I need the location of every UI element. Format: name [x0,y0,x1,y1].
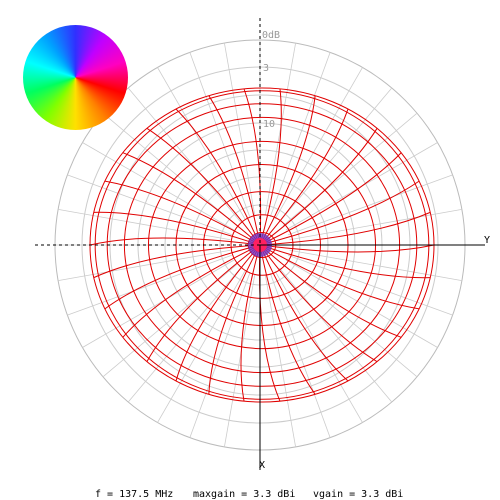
pattern-meridian [259,244,378,363]
pattern-meridian [259,244,420,310]
pattern-meridian [259,180,420,246]
radial-line [58,249,231,281]
pattern-meridian [89,237,261,246]
pattern-meridian [146,127,261,246]
footer-maxgain: maxgain = 3.3 dBi [193,489,295,500]
pattern-meridian [259,152,402,246]
radial-line [274,270,363,423]
radial-line [224,274,256,447]
pattern-meridian [259,88,282,246]
radial-line [289,249,462,281]
radial-line [82,259,235,348]
ring-label: 3 [263,63,269,74]
pattern-meridian [122,244,261,338]
pattern-meridian [146,244,261,362]
radial-line [289,209,462,241]
pattern-meridian [259,211,431,246]
ring-label: 0dB [262,30,280,41]
radial-line [269,52,331,217]
radial-line [288,254,453,316]
radial-line [67,174,232,236]
pattern-meridian [208,244,261,395]
pattern-meridian [175,108,261,246]
axis-label: Y [484,235,490,246]
radial-line [189,273,251,438]
pattern-meridian [240,244,261,402]
pattern-meridian [259,128,378,246]
radial-line [224,43,256,216]
pattern-meridian [104,180,261,246]
pattern-meridian [259,244,349,382]
pattern-meridian [259,244,402,338]
radial-line [288,174,453,236]
pattern-meridian [175,244,261,382]
ring-label: 10 [263,119,275,130]
pattern-meridian [243,88,262,246]
radial-line [157,67,246,220]
radial-line [282,263,418,378]
footer-vgain: vgain = 3.3 dBi [313,489,403,500]
radial-line [274,67,363,220]
axis-label: X [259,460,265,471]
pattern-meridian [104,244,261,310]
pattern-meridian [122,152,261,246]
radial-line [127,267,242,403]
pattern-meridian [259,244,431,279]
pattern-meridian [259,244,435,253]
radial-line [269,273,331,438]
radial-line [264,274,296,447]
radiation-pattern [89,87,435,403]
radial-line [278,87,393,223]
radial-line [189,52,251,217]
radial-line [157,270,246,423]
pattern-meridian [259,108,349,246]
radial-line [67,254,232,316]
pattern-meridian [259,244,316,395]
radial-line [102,112,238,227]
pattern-meridian [259,95,316,246]
pattern-meridian [208,95,261,246]
radial-line [278,267,393,403]
radial-line [102,263,238,378]
radial-line [127,87,242,223]
color-wheel [23,25,128,130]
radial-line [282,112,418,227]
pattern-meridian [93,244,261,279]
footer-frequency: f = 137.5 MHz [95,489,173,500]
pattern-meridian [93,211,261,246]
radial-line [82,142,235,231]
radial-line [58,209,231,241]
